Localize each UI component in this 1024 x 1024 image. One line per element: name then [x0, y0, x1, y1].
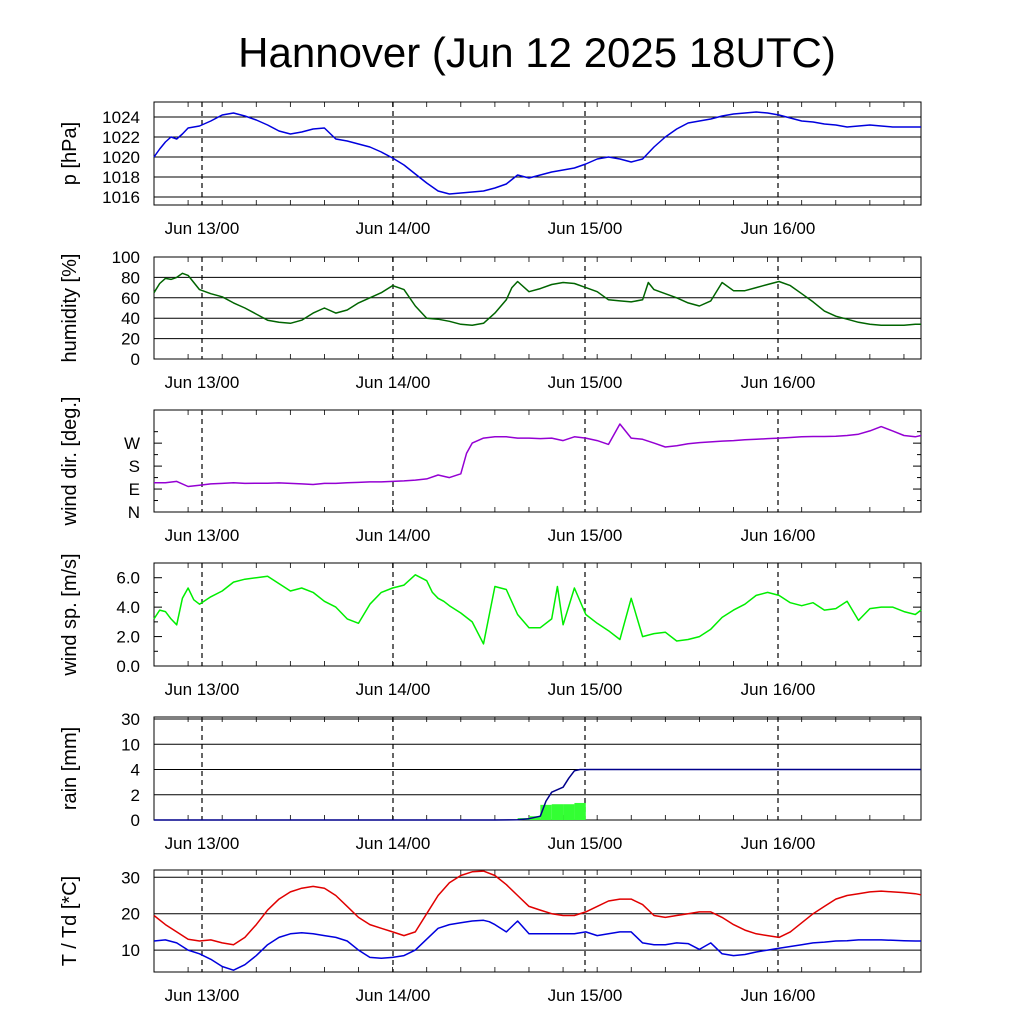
y-tick-label: E — [129, 480, 140, 499]
y-tick-label: 1022 — [102, 128, 140, 147]
plot-frame — [153, 409, 922, 513]
x-tick-label: Jun 16/00 — [741, 834, 816, 853]
plot-frame — [153, 562, 922, 667]
y-tick-label: 30 — [121, 868, 140, 887]
y-tick-label: 2 — [131, 786, 140, 805]
rain-bar — [574, 802, 586, 820]
x-tick-label: Jun 14/00 — [356, 526, 431, 545]
y-tick-label: S — [129, 457, 140, 476]
x-tick-label: Jun 13/00 — [165, 680, 240, 699]
y-tick-label: 10 — [121, 735, 140, 754]
y-axis-label: p [hPa] — [59, 122, 81, 185]
y-tick-label: 0 — [131, 350, 140, 369]
y-tick-label: 2.0 — [116, 628, 140, 647]
series-line-wind-speed — [153, 574, 922, 645]
y-tick-label: 20 — [121, 905, 140, 924]
x-tick-label: Jun 16/00 — [741, 219, 816, 238]
y-tick-label: 0.0 — [116, 657, 140, 676]
panel-4: 0.0 2.0 4.0 6.0 Jun 13/00 Jun 14/00 Jun 15/00 J… — [59, 553, 922, 699]
x-tick-label: Jun 14/00 — [356, 219, 431, 238]
y-tick-label: 4.0 — [116, 598, 140, 617]
x-tick-label: Jun 15/00 — [548, 680, 623, 699]
x-tick-label: Jun 14/00 — [356, 680, 431, 699]
rain-bar — [540, 804, 552, 820]
y-axis-label: wind sp. [m/s] — [59, 553, 81, 676]
x-tick-label: Jun 13/00 — [165, 219, 240, 238]
y-tick-label: 30 — [121, 710, 140, 729]
x-tick-label: Jun 14/00 — [356, 986, 431, 1005]
y-tick-label: N — [128, 503, 140, 522]
x-tick-label: Jun 14/00 — [356, 373, 431, 392]
y-tick-label: W — [124, 434, 140, 453]
x-tick-label: Jun 13/00 — [165, 526, 240, 545]
y-tick-label: 60 — [121, 289, 140, 308]
y-tick-label: 1016 — [102, 188, 140, 207]
panel-6: 10 20 30 Jun 13/00 Jun 14/00 Jun 15/00 Jun 16/… — [59, 868, 922, 1005]
y-tick-label: 10 — [121, 941, 140, 960]
series-line-accumulated — [154, 768, 921, 821]
x-tick-label: Jun 13/00 — [165, 986, 240, 1005]
series-line-td — [153, 919, 921, 971]
y-tick-label: 1020 — [102, 148, 140, 167]
chart-title: Hannover (Jun 12 2025 18UTC) — [238, 29, 836, 76]
x-tick-label: Jun 16/00 — [741, 373, 816, 392]
x-tick-label: Jun 15/00 — [548, 834, 623, 853]
plot-frame — [153, 716, 922, 821]
x-tick-label: Jun 15/00 — [548, 526, 623, 545]
x-tick-label: Jun 16/00 — [741, 680, 816, 699]
panel-5: 0 2 4 10 30 Jun 13/00 Jun 14/00 Jun 15/00 Jun 16… — [59, 710, 922, 853]
y-tick-label: 100 — [112, 248, 140, 267]
x-tick-label: Jun 14/00 — [356, 834, 431, 853]
x-tick-label: Jun 13/00 — [165, 373, 240, 392]
x-tick-label: Jun 15/00 — [548, 986, 623, 1005]
rain-bar — [551, 804, 564, 820]
plot-frame — [153, 256, 922, 360]
x-tick-label: Jun 13/00 — [165, 834, 240, 853]
y-tick-label: 1024 — [102, 108, 140, 127]
series-line-pressure — [153, 111, 921, 195]
y-axis-label: humidity [%] — [59, 254, 81, 363]
plot-frame — [153, 101, 922, 206]
y-axis-label: wind dir. [deg.] — [59, 397, 81, 527]
x-tick-label: Jun 15/00 — [548, 373, 623, 392]
series-line-wind-dir — [154, 423, 922, 488]
y-axis-label: T / Td [*C] — [59, 876, 81, 966]
y-tick-label: 20 — [121, 330, 140, 349]
x-tick-label: Jun 16/00 — [741, 986, 816, 1005]
series-line-t — [153, 870, 922, 946]
y-tick-label: 6.0 — [116, 569, 140, 588]
plot-frame — [153, 869, 922, 973]
x-tick-label: Jun 15/00 — [548, 219, 623, 238]
series-line-humidity — [153, 272, 921, 327]
y-axis-label: rain [mm] — [59, 727, 81, 810]
y-tick-label: 1018 — [102, 168, 140, 187]
rain-bar — [563, 804, 575, 820]
x-tick-label: Jun 16/00 — [741, 526, 816, 545]
y-tick-label: 80 — [121, 268, 140, 287]
y-tick-label: 40 — [121, 309, 140, 328]
y-tick-label: 4 — [131, 761, 140, 780]
y-tick-label: 0 — [131, 811, 140, 830]
